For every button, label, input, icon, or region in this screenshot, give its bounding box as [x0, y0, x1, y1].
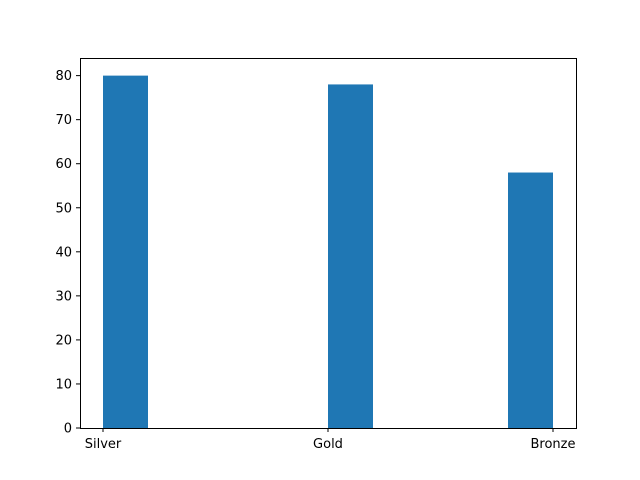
y-tick-label: 30 — [55, 289, 72, 304]
bar-bronze — [508, 172, 553, 428]
y-tick-label: 20 — [55, 333, 72, 348]
y-tick-label: 50 — [55, 201, 72, 216]
y-tick-label: 40 — [55, 245, 72, 260]
y-tick-label: 70 — [55, 113, 72, 128]
x-tick-label-silver: Silver — [85, 437, 122, 452]
x-axis: Silver Gold Bronze — [85, 428, 576, 452]
x-tick-label-bronze: Bronze — [531, 437, 576, 452]
y-tick-label: 0 — [64, 422, 72, 437]
bars-group — [103, 75, 553, 428]
bar-gold — [328, 84, 373, 428]
y-tick-label: 10 — [55, 377, 72, 392]
plot-frame — [80, 58, 577, 429]
y-tick-label: 60 — [55, 157, 72, 172]
x-tick-label-gold: Gold — [313, 437, 343, 452]
bar-silver — [103, 75, 148, 428]
y-axis: 0 10 20 30 40 50 60 70 80 — [55, 69, 80, 437]
y-tick-label: 80 — [55, 69, 72, 84]
